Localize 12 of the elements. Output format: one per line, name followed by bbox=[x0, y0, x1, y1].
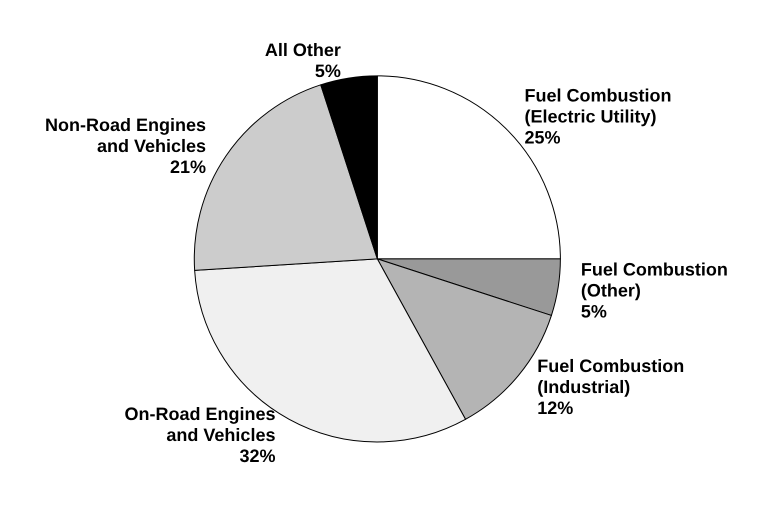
slice-label: Fuel Combustion (Other) bbox=[580, 259, 728, 300]
slice-label: Non-Road Engines and Vehicles bbox=[45, 114, 206, 156]
slice-label: On-Road Engines and Vehicles bbox=[124, 404, 276, 446]
data-label: 21% bbox=[170, 156, 206, 177]
slice-label: Fuel Combustion (Electric Utility) bbox=[524, 86, 672, 127]
data-label: 12% bbox=[537, 398, 574, 418]
data-label: 32% bbox=[239, 446, 276, 466]
data-label: 5% bbox=[580, 301, 607, 322]
data-label: 5% bbox=[314, 60, 341, 81]
slice-label: Fuel Combustion (Industrial) bbox=[537, 356, 684, 398]
slice-label: All Other bbox=[264, 40, 341, 60]
data-label: 25% bbox=[524, 128, 561, 148]
